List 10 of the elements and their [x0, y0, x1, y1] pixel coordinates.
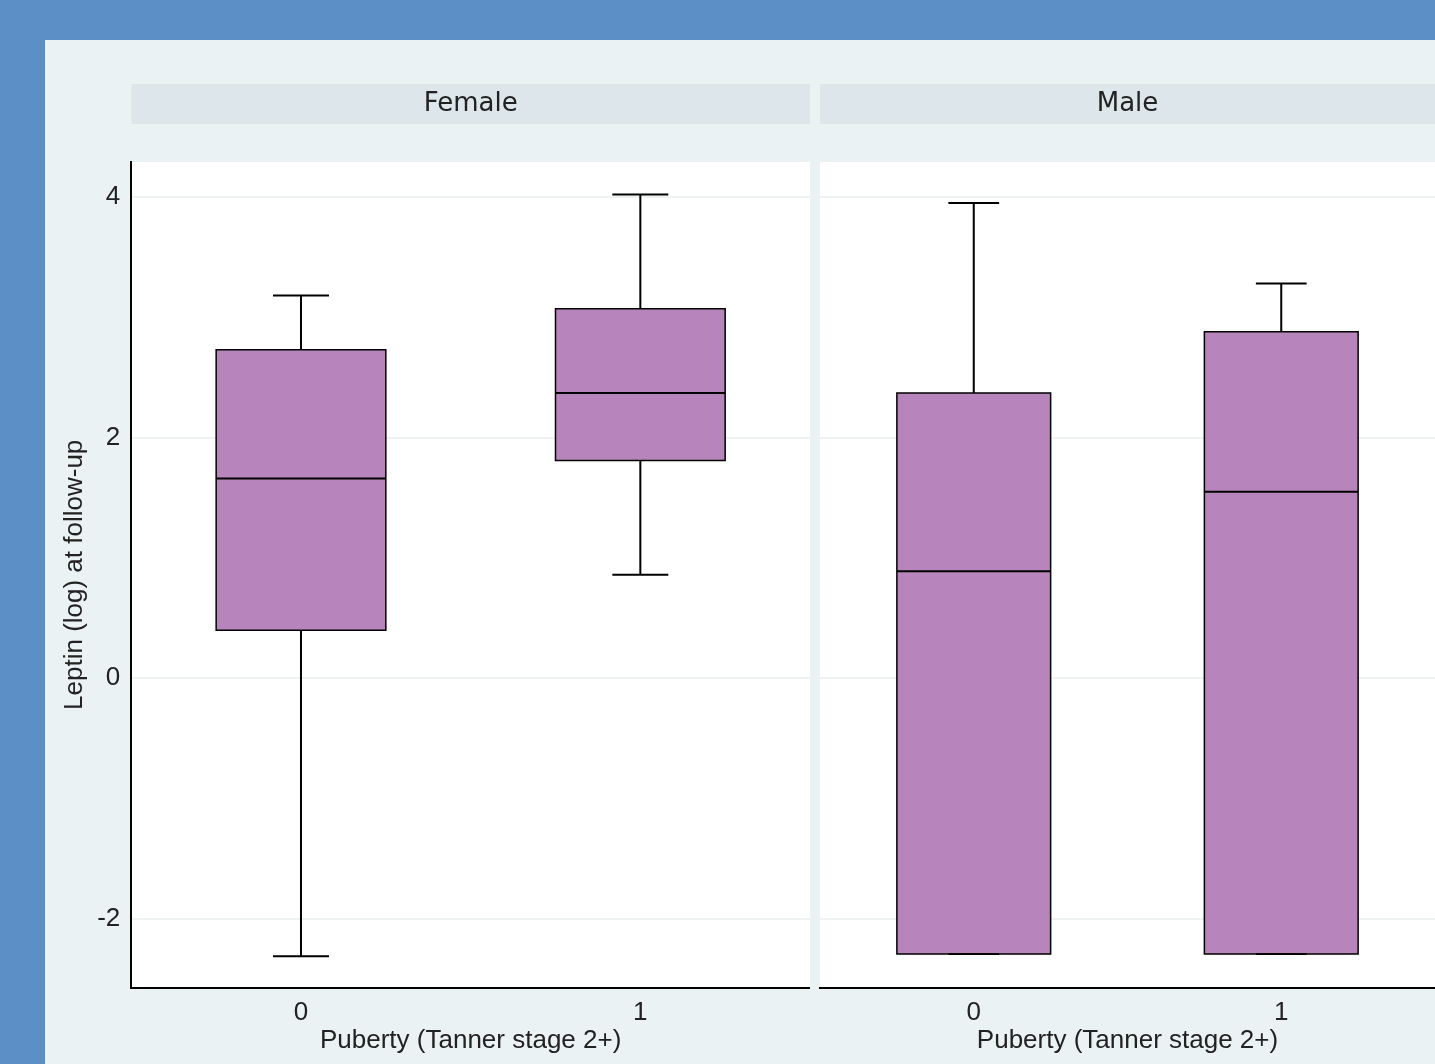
y-tick-label: -2 — [97, 902, 121, 933]
y-tick-label: 4 — [105, 180, 121, 211]
x-tick-label: 1 — [633, 996, 648, 1027]
chart-title: Female — [423, 86, 518, 117]
x-axis-title: Puberty (Tanner stage 2+) — [319, 1023, 622, 1054]
y-tick-label: 0 — [105, 661, 121, 692]
x-tick-label: 0 — [293, 996, 309, 1027]
y-tick-label: 2 — [105, 420, 121, 451]
chart-title: Male — [1096, 86, 1159, 117]
y-axis-title: Leptin (log) at follow-up — [57, 439, 88, 710]
